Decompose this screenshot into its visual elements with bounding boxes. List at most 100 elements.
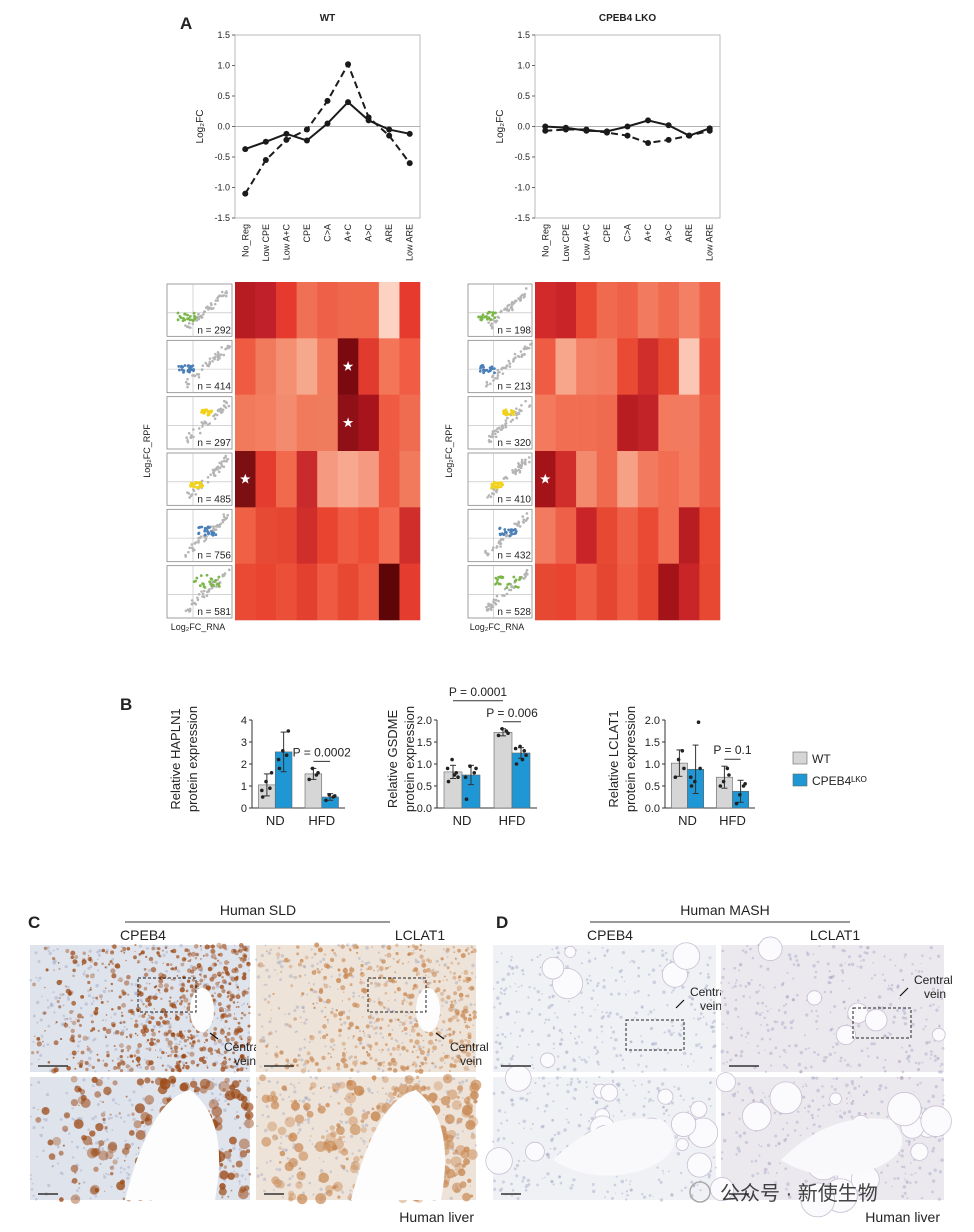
stain <box>341 1010 346 1015</box>
stain <box>237 1005 240 1009</box>
y-axis-label: protein expression <box>185 706 200 812</box>
thumbnail-dot <box>518 576 522 579</box>
stain <box>224 947 228 951</box>
y-axis-label: protein expression <box>623 706 638 812</box>
stain <box>347 997 351 1001</box>
stain <box>80 994 85 999</box>
stain <box>349 1124 361 1136</box>
nucleus <box>814 971 818 974</box>
stain <box>153 1008 156 1010</box>
nucleus <box>552 1183 555 1186</box>
stain <box>408 1015 413 1020</box>
stain <box>206 1066 209 1069</box>
thumbnail-dot <box>210 577 214 581</box>
stain <box>36 1050 39 1054</box>
stain <box>73 1119 84 1129</box>
heatmap-cell <box>535 563 556 621</box>
stain <box>367 965 373 971</box>
stain <box>606 1014 611 1018</box>
nucleus <box>738 969 741 972</box>
heatmap-cell <box>378 394 400 452</box>
nucleus <box>614 979 618 982</box>
nucleus <box>368 1089 372 1093</box>
data-point <box>276 757 281 762</box>
thumbnail-dot <box>482 371 486 375</box>
stain <box>366 1110 371 1115</box>
y-tick-label: -1.0 <box>214 183 230 193</box>
nucleus <box>940 1062 944 1066</box>
stain <box>405 1049 409 1053</box>
stain <box>148 1047 152 1051</box>
stain <box>347 1037 350 1039</box>
x-tick-label: C>A <box>623 224 633 242</box>
nucleus <box>260 953 264 958</box>
stain <box>471 1050 474 1054</box>
nucleus <box>670 1193 674 1197</box>
stain <box>331 1083 340 1092</box>
stain <box>167 1054 170 1058</box>
stain <box>197 1039 201 1043</box>
thumbnail-dot <box>505 592 509 596</box>
stain <box>432 1045 438 1051</box>
stain <box>156 1039 160 1043</box>
nucleus <box>647 1090 650 1094</box>
stain <box>114 964 118 968</box>
nucleus <box>454 1001 457 1005</box>
stain <box>447 1158 449 1160</box>
stain <box>246 1149 251 1154</box>
row-label: n = 485 <box>197 494 231 505</box>
thumbnail-dot <box>524 519 528 523</box>
nucleus <box>547 1005 551 1010</box>
stain <box>117 1062 122 1067</box>
thumbnail-dot <box>494 320 497 324</box>
nucleus <box>292 1143 295 1146</box>
thumbnail-dot <box>205 594 209 598</box>
data-point <box>316 771 320 775</box>
stain <box>86 1047 91 1052</box>
nucleus <box>91 1039 95 1042</box>
stain <box>351 1092 355 1096</box>
stain <box>388 1032 392 1037</box>
stain <box>185 990 188 993</box>
stain <box>442 1020 446 1024</box>
nucleus <box>76 963 80 967</box>
thumbnail-dot <box>220 460 224 463</box>
vacuole <box>504 1064 532 1092</box>
callout: Central <box>224 1040 263 1054</box>
nucleus <box>232 1146 236 1151</box>
stain <box>444 965 446 967</box>
nucleus <box>102 1120 106 1125</box>
stain <box>449 1063 454 1068</box>
nucleus <box>602 1015 605 1018</box>
nucleus <box>281 1196 284 1199</box>
thumbnail-dot <box>511 360 515 363</box>
stain <box>361 1112 369 1120</box>
stain <box>346 1051 348 1054</box>
nucleus <box>493 1179 497 1183</box>
thumbnail-dot <box>507 528 511 532</box>
stain <box>327 1066 331 1070</box>
nucleus <box>343 1140 346 1143</box>
stain <box>181 994 186 999</box>
stain <box>102 1027 107 1031</box>
heatmap-cell <box>637 451 659 508</box>
nucleus <box>54 996 59 1000</box>
stain <box>369 1048 372 1051</box>
nucleus <box>543 1021 546 1024</box>
nucleus <box>511 1102 515 1107</box>
heatmap-cell <box>235 282 256 339</box>
nucleus <box>458 1162 462 1166</box>
stain <box>246 1042 251 1046</box>
stain <box>199 944 202 947</box>
stain <box>691 997 694 1001</box>
nucleus <box>501 1180 505 1184</box>
nucleus <box>399 1053 402 1056</box>
nucleus <box>555 1076 560 1080</box>
stain <box>129 1065 131 1067</box>
stain <box>374 1058 378 1062</box>
stain <box>381 960 384 963</box>
stain <box>438 980 441 983</box>
vacuole <box>686 1152 712 1178</box>
stain <box>278 1007 281 1010</box>
stain <box>85 974 90 978</box>
